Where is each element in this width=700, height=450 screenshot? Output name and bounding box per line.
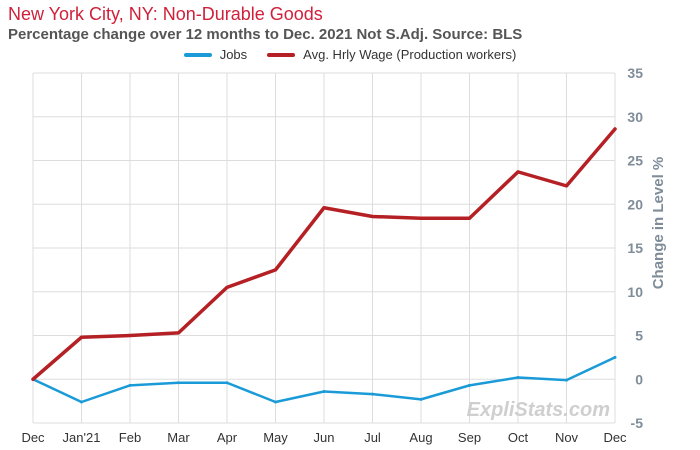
data-point-jobs[interactable] [419,397,423,401]
y-tick-label: 35 [627,65,643,81]
legend-label-wage: Avg. Hrly Wage (Production workers) [303,47,517,62]
data-point-jobs[interactable] [128,383,132,387]
y-tick-label: 0 [635,371,643,387]
x-tick-label: Apr [217,430,238,445]
data-point-wage[interactable] [516,170,520,174]
data-point-jobs[interactable] [371,392,374,396]
x-tick-label: Sep [458,430,481,445]
x-tick-label: Feb [119,430,141,445]
x-tick-label: Oct [508,430,529,445]
x-tick-label: Dec [21,430,45,445]
data-point-jobs[interactable] [516,376,520,379]
x-tick-label: Mar [167,430,190,445]
x-tick-label: Jul [364,430,381,445]
x-tick-label: Aug [409,430,432,445]
y-tick-label: 5 [635,328,643,344]
grid-lines [32,72,616,424]
data-point-wage[interactable] [225,285,229,289]
y-tick-label: 15 [627,240,643,256]
watermark: ExpliStats.com [467,399,610,421]
y-axis-ticks: -5 0 5 10 15 20 25 30 35 [627,65,643,431]
x-tick-label: May [263,430,288,445]
data-point-jobs[interactable] [225,381,229,385]
data-point-jobs[interactable] [322,390,326,393]
x-tick-label: Nov [555,430,579,445]
y-tick-label: 20 [627,196,643,212]
x-tick-label: Jun [314,430,335,445]
chart-legend: Jobs Avg. Hrly Wage (Production workers) [0,47,700,62]
legend-label-jobs: Jobs [219,47,248,62]
y-tick-label: -5 [631,415,644,431]
y-tick-label: 25 [627,153,643,169]
data-point-wage[interactable] [322,206,326,210]
data-point-wage[interactable] [613,127,617,131]
data-point-wage[interactable] [128,334,132,337]
data-point-jobs[interactable] [613,355,617,359]
y-tick-label: 30 [627,109,643,125]
data-point-wage[interactable] [565,184,568,188]
data-point-jobs[interactable] [177,381,180,385]
data-point-wage[interactable] [31,377,35,381]
data-point-jobs[interactable] [565,378,568,382]
data-point-wage[interactable] [371,215,374,218]
x-axis-ticks: Dec Jan'21 Feb Mar Apr May Jun Jul Aug Sep Oct Nov D… [21,430,627,445]
y-axis-title: Change in Level % [650,157,667,290]
data-point-wage[interactable] [274,268,277,272]
data-point-jobs[interactable] [274,400,277,404]
data-point-jobs[interactable] [80,400,83,404]
data-point-wage[interactable] [177,331,180,335]
x-tick-label: Jan'21 [63,430,101,445]
legend-swatch-jobs [183,52,212,57]
legend-item-jobs[interactable]: Jobs [183,47,248,62]
data-point-jobs[interactable] [468,383,471,387]
data-point-wage[interactable] [80,335,83,339]
data-point-wage[interactable] [419,216,423,220]
chart-subtitle: Percentage change over 12 months to Dec.… [8,26,523,43]
x-tick-label: Dec [603,430,627,445]
chart-title: New York City, NY: Non-Durable Goods [8,4,323,24]
legend-swatch-wage [267,52,296,57]
data-point-wage[interactable] [468,216,471,220]
legend-item-wage[interactable]: Avg. Hrly Wage (Production workers) [267,47,516,62]
series-lines [31,127,617,404]
y-tick-label: 10 [627,284,643,300]
